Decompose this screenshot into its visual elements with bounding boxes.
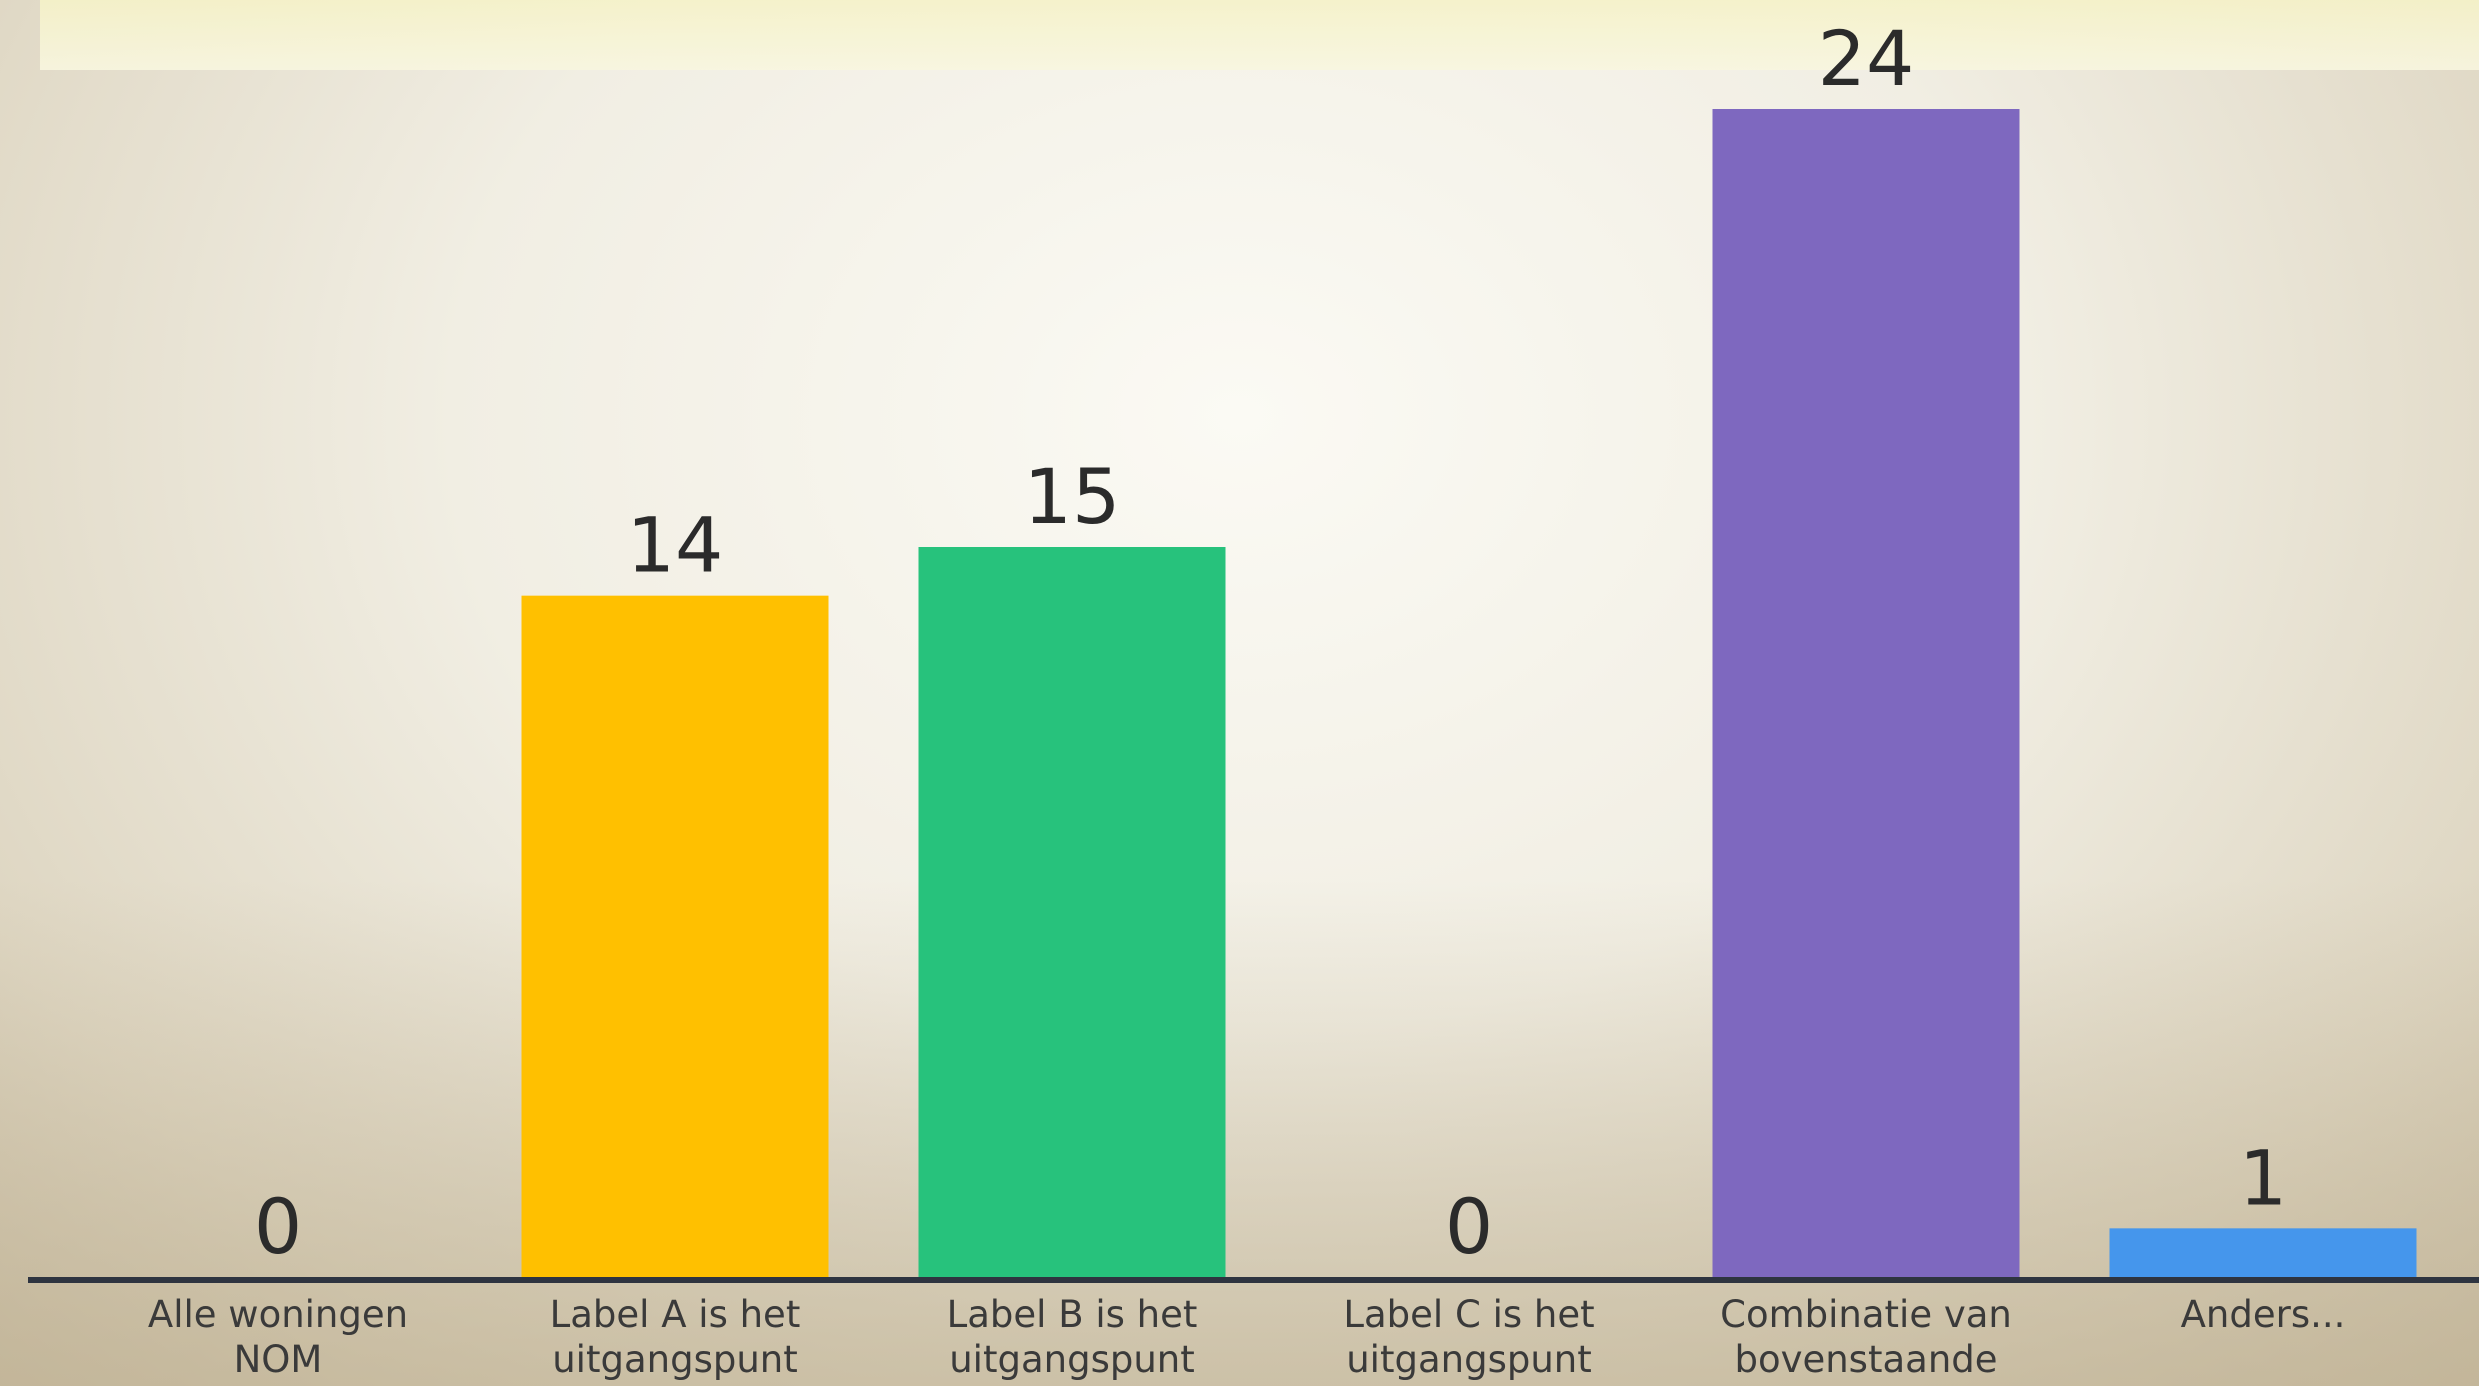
- bar: [919, 547, 1226, 1277]
- category-label: Label C is het uitgangspunt: [1299, 1292, 1639, 1382]
- bar: [2110, 1228, 2417, 1277]
- chart: 0 14 15 0 24 1: [0, 0, 2479, 1386]
- value-label: 15: [1024, 452, 1121, 541]
- bar: [1713, 109, 2020, 1277]
- value-label: 0: [1445, 1182, 1493, 1271]
- value-label: 14: [627, 501, 724, 590]
- value-label: 1: [2239, 1133, 2287, 1222]
- category-label: Anders...: [2093, 1292, 2433, 1337]
- category-label: Alle woningen NOM: [108, 1292, 448, 1382]
- category-label: Label B is het uitgangspunt: [902, 1292, 1242, 1382]
- category-label: Combinatie van bovenstaande: [1696, 1292, 2036, 1382]
- value-label: 0: [254, 1182, 302, 1271]
- poll-result-screen: 0 14 15 0 24 1 Alle woningen NOM Label A is he…: [0, 0, 2479, 1386]
- value-label: 24: [1818, 14, 1915, 103]
- bar: [522, 596, 829, 1277]
- category-label: Label A is het uitgangspunt: [505, 1292, 845, 1382]
